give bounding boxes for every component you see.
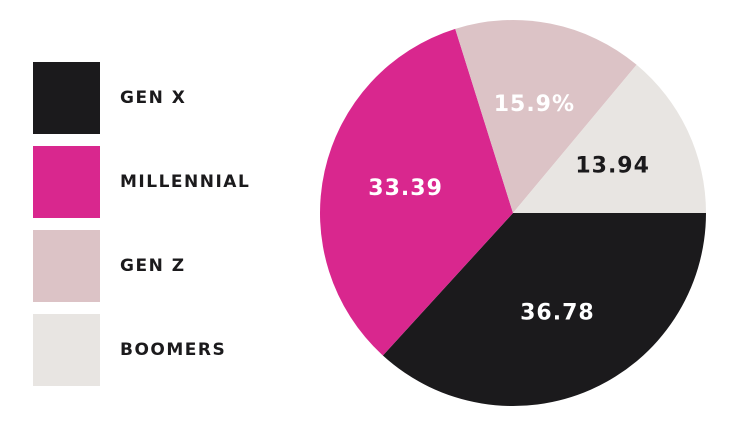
legend-label: GEN Z bbox=[120, 256, 186, 276]
legend-label: MILLENNIAL bbox=[120, 172, 250, 192]
legend-swatch bbox=[33, 314, 100, 386]
pie-slice bbox=[455, 19, 637, 213]
pie-slice bbox=[382, 213, 706, 406]
data-label: 33.39 bbox=[368, 176, 443, 201]
pie-slice bbox=[319, 28, 513, 356]
legend-label: GEN X bbox=[120, 88, 186, 108]
legend-swatch bbox=[33, 230, 100, 302]
legend-label: BOOMERS bbox=[120, 340, 226, 360]
legend-swatch bbox=[33, 146, 100, 218]
pie-slice bbox=[513, 64, 706, 214]
data-label: 36.78 bbox=[520, 301, 595, 326]
data-label: 13.94 bbox=[575, 153, 650, 178]
data-label: 15.9% bbox=[494, 92, 575, 117]
legend-swatch bbox=[33, 62, 100, 134]
